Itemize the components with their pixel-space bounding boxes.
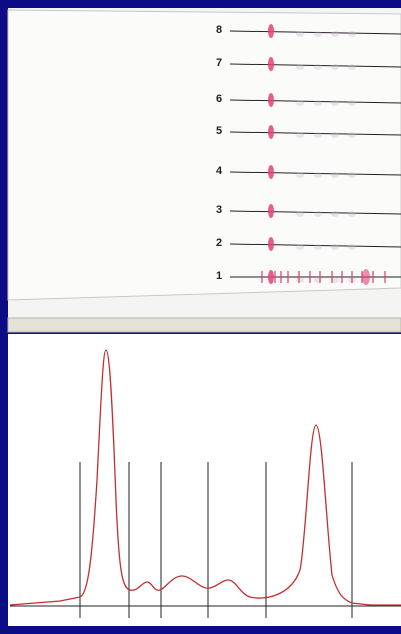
screenshot: 8 7 6 5 4 3 2 1 <box>0 0 401 634</box>
lane-label: 6 <box>216 93 222 105</box>
faint-band <box>314 64 322 70</box>
separator <box>8 318 401 332</box>
faint-band <box>296 132 304 138</box>
faint-band <box>296 64 304 70</box>
lane-label: 3 <box>216 204 222 216</box>
faint-band <box>348 31 356 37</box>
sample-band <box>268 125 274 139</box>
sample-band <box>268 237 274 251</box>
lane-label: 2 <box>216 237 222 249</box>
faint-band <box>296 277 304 283</box>
faint-band <box>348 64 356 70</box>
sample-band <box>362 269 370 285</box>
faint-band <box>314 244 322 250</box>
faint-band <box>314 132 322 138</box>
faint-band <box>296 244 304 250</box>
faint-band <box>331 31 339 37</box>
faint-band <box>296 100 304 106</box>
lane-label: 4 <box>216 165 223 177</box>
faint-band <box>296 172 304 178</box>
lane-label: 5 <box>216 125 222 137</box>
faint-band <box>331 132 339 138</box>
faint-band <box>331 100 339 106</box>
faint-band <box>331 64 339 70</box>
faint-band <box>348 211 356 217</box>
faint-band <box>331 172 339 178</box>
faint-band <box>331 211 339 217</box>
sample-band <box>268 165 274 179</box>
faint-band <box>296 31 304 37</box>
faint-band <box>314 277 322 283</box>
strip <box>8 10 401 300</box>
faint-band <box>348 244 356 250</box>
lane-label: 8 <box>216 24 222 36</box>
faint-band <box>296 211 304 217</box>
sample-band <box>268 24 274 38</box>
lane-label: 7 <box>216 57 222 69</box>
sample-band <box>268 204 274 218</box>
faint-band <box>331 244 339 250</box>
trace-panel <box>8 334 401 626</box>
sample-band <box>268 270 274 284</box>
lane-label: 1 <box>216 270 222 282</box>
faint-band <box>314 211 322 217</box>
faint-band <box>314 172 322 178</box>
sample-band <box>268 93 274 107</box>
sample-band <box>268 57 274 71</box>
faint-band <box>314 100 322 106</box>
faint-band <box>348 100 356 106</box>
faint-band <box>348 132 356 138</box>
faint-band <box>348 172 356 178</box>
faint-band <box>314 31 322 37</box>
